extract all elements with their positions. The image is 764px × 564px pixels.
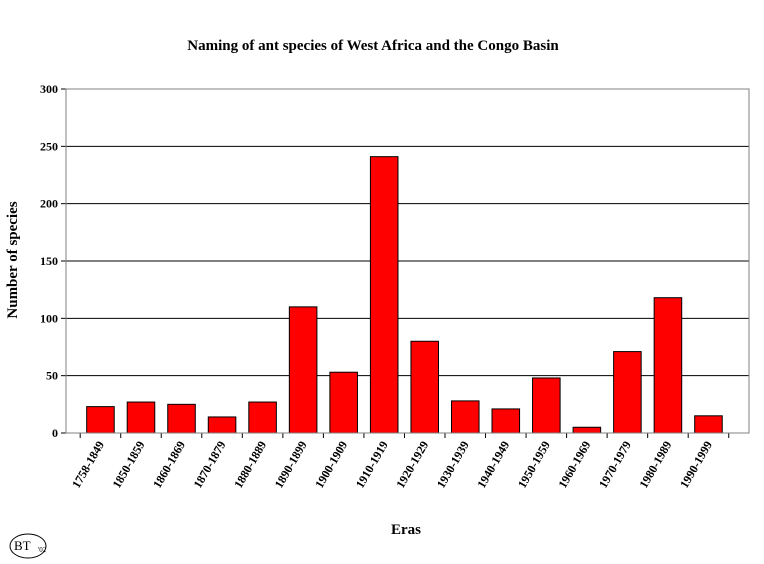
x-tick-label: 1890-1899 xyxy=(272,439,310,491)
x-tick-label: 1910-1919 xyxy=(353,439,391,491)
gridlines xyxy=(66,145,749,377)
x-tick-label: 1900-1909 xyxy=(312,439,350,491)
bar-1930-1939 xyxy=(450,400,480,434)
bar-1990-1999 xyxy=(694,415,723,434)
y-tick-label: 0 xyxy=(52,426,58,440)
x-axis-title: Eras xyxy=(391,522,421,538)
y-tick-label: 150 xyxy=(40,254,58,268)
bar-1758-1849 xyxy=(86,406,115,434)
bars xyxy=(86,156,723,434)
logo-year: '02 xyxy=(38,546,47,554)
bar-1970-1979 xyxy=(613,351,642,434)
y-tick-label: 300 xyxy=(40,82,58,96)
chart-title: Naming of ant species of West Africa and… xyxy=(187,38,559,54)
y-axis: 0 50 100 150 200 250 300 xyxy=(40,82,67,440)
x-tick-label: 1860-1869 xyxy=(150,439,188,491)
x-tick-label: 1950-1959 xyxy=(515,439,553,491)
y-tick-label: 250 xyxy=(40,139,58,153)
bar-1910-1919 xyxy=(369,156,399,434)
y-tick-label: 200 xyxy=(40,197,58,211)
x-tick-label: 1850-1859 xyxy=(109,439,147,491)
logo-ring xyxy=(9,533,47,559)
x-tick-label: 1960-1969 xyxy=(555,439,593,491)
x-tick-label: 1930-1939 xyxy=(434,438,472,490)
y-tick-label: 50 xyxy=(46,369,58,383)
bar-1960-1969 xyxy=(572,426,602,434)
bar-1980-1989 xyxy=(653,297,683,434)
x-tick-label: 1920-1929 xyxy=(393,439,431,491)
x-axis: 1758-1849 1850-1859 1860-1869 1870-1879 1880… xyxy=(66,432,749,491)
logo: BT '02 xyxy=(9,533,47,559)
bar-1890-1899 xyxy=(288,306,318,434)
y-tick-label: 100 xyxy=(40,311,58,325)
x-tick-label: 1970-1979 xyxy=(596,439,634,491)
x-tick-label: 1990-1999 xyxy=(677,439,715,491)
bar-1850-1859 xyxy=(126,401,156,434)
bar-1950-1959 xyxy=(532,377,561,434)
x-tick-label: 1940-1949 xyxy=(474,439,512,491)
x-tick-label: 1870-1879 xyxy=(191,439,229,491)
bar-1860-1869 xyxy=(167,403,196,434)
x-tick-label: 1880-1889 xyxy=(231,439,269,491)
bar-1880-1889 xyxy=(248,401,277,434)
x-tick-label: 1980-1989 xyxy=(636,439,674,491)
x-tick-label: 1758-1849 xyxy=(69,439,107,491)
bar-1920-1929 xyxy=(410,340,440,434)
bar-1870-1879 xyxy=(207,416,237,434)
y-axis-title: Number of species xyxy=(5,201,21,318)
bar-1900-1909 xyxy=(329,371,358,434)
plot-frame xyxy=(65,88,750,434)
logo-initials: BT xyxy=(14,538,31,553)
bar-1940-1949 xyxy=(491,408,521,434)
